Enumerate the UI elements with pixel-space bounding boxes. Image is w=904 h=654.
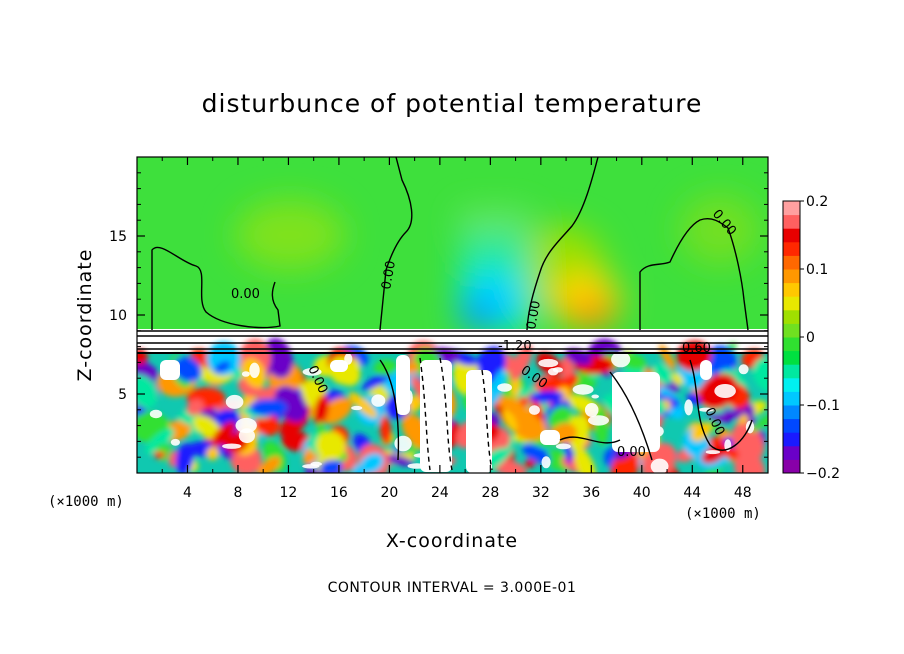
colorbar-swatch [783, 432, 800, 447]
x-tick-label: 36 [582, 485, 600, 501]
y-tick-label: 5 [118, 387, 127, 403]
x-tick-label: 32 [532, 485, 550, 501]
contour-label: 0.00 [617, 445, 646, 460]
colorbar-swatch [783, 350, 800, 365]
x-axis-label: X-coordinate [386, 530, 518, 552]
colorbar-tick-label: 0.2 [806, 194, 828, 210]
colorbar-swatch [783, 364, 800, 379]
colorbar-swatch [783, 255, 800, 270]
x-tick-label: 20 [380, 485, 398, 501]
colorbar-tick-label: 0 [806, 330, 815, 346]
lower-turbulent-region [137, 338, 768, 473]
contour-label: -1.20 [498, 339, 532, 354]
colorbar-swatch [783, 418, 800, 433]
x-tick-label: 44 [683, 485, 701, 501]
contour-label: 0.60 [682, 341, 711, 356]
colorbar-tick-label: −0.1 [806, 398, 840, 414]
x-tick-label: 16 [330, 485, 348, 501]
colorbar-swatch [783, 459, 800, 474]
colorbar-swatch [783, 296, 800, 311]
x-tick-label: 4 [183, 485, 192, 501]
colorbar-swatch [783, 201, 800, 216]
x-tick-label: 40 [633, 485, 651, 501]
colorbar-swatch [783, 377, 800, 392]
y-tick-label: 15 [109, 229, 127, 245]
contour-label: 0.00 [379, 260, 399, 291]
x-axis: 4 8 12 16 20 24 28 32 36 40 44 48 [161, 157, 752, 501]
colorbar-swatch [783, 241, 800, 256]
colorbar-swatch [783, 405, 800, 420]
colorbar-swatch [783, 309, 800, 324]
plot-area: 0.00 0.00 0.00 0.00 0.00 0.00 0.00 0.00 … [137, 157, 768, 473]
contour-lines [137, 157, 768, 471]
chart-title: disturbunce of potential temperature [202, 89, 703, 118]
colorbar-swatch [783, 269, 800, 284]
x-tick-label: 24 [431, 485, 449, 501]
upper-anomalies [235, 195, 760, 330]
y-axis-label: Z-coordinate [74, 249, 96, 382]
x-tick-label: 8 [233, 485, 242, 501]
contour-label: 0.00 [231, 287, 260, 302]
contour-interval-note: CONTOUR INTERVAL = 3.000E-01 [328, 580, 577, 596]
x-unit-label: (×1000 m) [685, 506, 761, 522]
colorbar-tick-label: 0.1 [806, 262, 828, 278]
x-tick-label: 48 [734, 485, 752, 501]
colorbar-tick-label: −0.2 [806, 466, 840, 482]
colorbar-swatch [783, 228, 800, 243]
colorbar-swatch [783, 391, 800, 406]
y-unit-label: (×1000 m) [48, 494, 124, 510]
colorbar-swatch [783, 214, 800, 229]
y-tick-label: 10 [109, 308, 127, 324]
x-tick-label: 12 [280, 485, 298, 501]
colorbar-swatch [783, 445, 800, 460]
y-axis: 5 10 15 [109, 172, 768, 458]
colorbar-swatch [783, 282, 800, 297]
colorbar-swatch [783, 323, 800, 338]
contour-label: 0.00 [524, 300, 544, 331]
colorbar: 0.2 0.1 0 −0.1 −0.2 [782, 194, 840, 482]
colorbar-swatch [783, 337, 800, 352]
x-tick-label: 28 [481, 485, 499, 501]
